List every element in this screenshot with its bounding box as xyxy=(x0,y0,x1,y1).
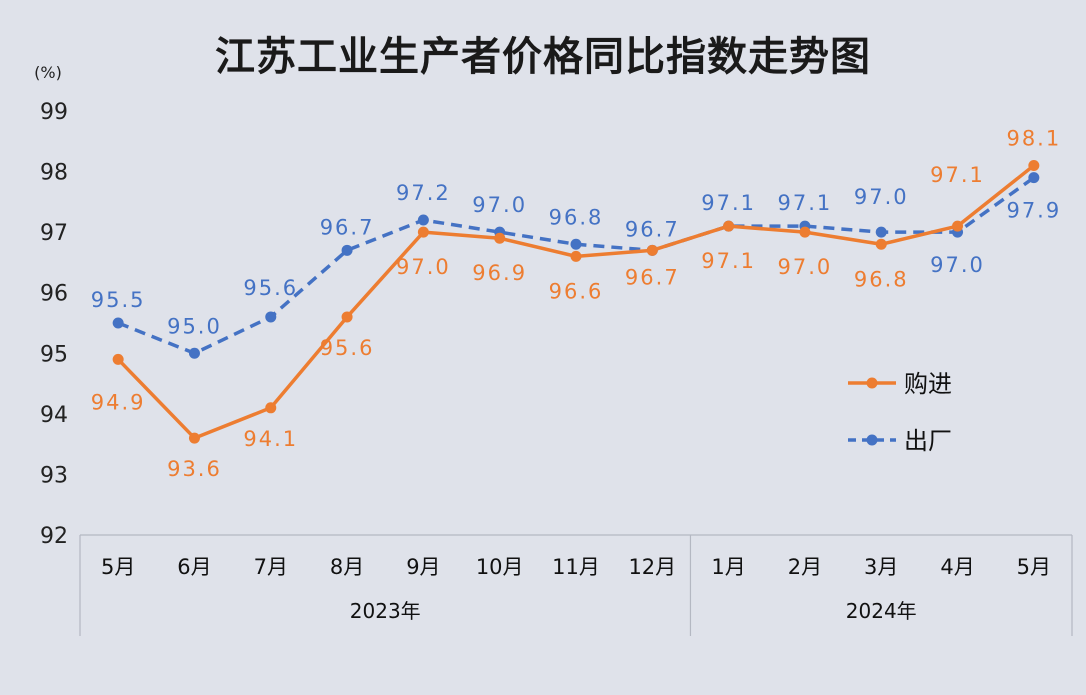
y-tick-label: 92 xyxy=(40,524,68,549)
data-label-s0-7: 96.7 xyxy=(625,265,680,289)
y-tick-label: 94 xyxy=(40,403,68,428)
x-tick-label: 11月 xyxy=(552,555,600,579)
data-point-s0-5 xyxy=(494,232,506,244)
y-unit-label: (%) xyxy=(34,63,62,82)
data-point-s1-10 xyxy=(875,226,887,238)
legend-label-1: 出厂 xyxy=(904,427,952,455)
data-label-s0-1: 93.6 xyxy=(167,457,222,481)
data-label-s1-7: 96.7 xyxy=(625,217,680,241)
data-label-s0-10: 96.8 xyxy=(854,267,909,291)
data-point-s1-3 xyxy=(341,244,353,256)
y-tick-label: 98 xyxy=(40,161,68,186)
x-tick-label: 5月 xyxy=(101,555,135,579)
year-group-label: 2023年 xyxy=(350,599,421,623)
data-point-s1-1 xyxy=(188,347,200,359)
chart-title: 江苏工业生产者价格同比指数走势图 xyxy=(215,34,871,80)
data-point-s1-6 xyxy=(570,238,582,250)
data-label-s1-3: 96.7 xyxy=(320,215,375,239)
data-point-s0-4 xyxy=(417,226,429,238)
x-tick-label: 3月 xyxy=(864,555,898,579)
data-label-s1-4: 97.2 xyxy=(396,181,451,205)
legend-marker-0 xyxy=(866,377,878,389)
data-point-s0-11 xyxy=(952,220,964,232)
data-label-s0-12: 98.1 xyxy=(1006,127,1061,151)
data-label-s1-8: 97.1 xyxy=(701,191,756,215)
x-tick-label: 1月 xyxy=(711,555,745,579)
data-label-s0-11: 97.1 xyxy=(930,163,985,187)
y-tick-label: 97 xyxy=(40,221,68,246)
year-group-label: 2024年 xyxy=(846,599,917,623)
data-point-s0-10 xyxy=(875,238,887,250)
data-label-s0-3: 95.6 xyxy=(320,336,375,360)
x-tick-label: 6月 xyxy=(177,555,211,579)
data-point-s0-8 xyxy=(723,220,735,232)
y-tick-label: 99 xyxy=(40,100,68,125)
y-tick-label: 93 xyxy=(40,463,68,488)
data-point-s0-2 xyxy=(265,402,277,414)
x-tick-label: 10月 xyxy=(476,555,524,579)
data-point-s1-12 xyxy=(1028,172,1040,184)
x-tick-label: 2月 xyxy=(788,555,822,579)
data-point-s0-9 xyxy=(799,226,811,238)
data-point-s1-0 xyxy=(112,317,124,329)
data-label-s0-8: 97.1 xyxy=(701,249,756,273)
y-tick-label: 95 xyxy=(40,342,68,367)
data-label-s1-2: 95.6 xyxy=(243,276,298,300)
data-label-s1-5: 97.0 xyxy=(472,193,527,217)
data-point-s1-4 xyxy=(417,214,429,226)
data-label-s0-6: 96.6 xyxy=(549,279,604,303)
x-tick-label: 9月 xyxy=(406,555,440,579)
x-tick-label: 5月 xyxy=(1017,555,1051,579)
data-label-s0-5: 96.9 xyxy=(472,261,527,285)
data-label-s1-9: 97.1 xyxy=(778,191,833,215)
x-tick-label: 4月 xyxy=(940,555,974,579)
data-point-s1-2 xyxy=(265,311,277,323)
data-point-s0-6 xyxy=(570,250,582,262)
data-point-s0-3 xyxy=(341,311,353,323)
legend-marker-1 xyxy=(866,434,878,446)
data-point-s0-7 xyxy=(646,244,658,256)
data-label-s1-10: 97.0 xyxy=(854,185,909,209)
legend-label-0: 购进 xyxy=(904,370,952,398)
data-point-s0-12 xyxy=(1028,160,1040,172)
y-tick-label: 96 xyxy=(40,282,68,307)
data-label-s1-11: 97.0 xyxy=(930,253,985,277)
data-label-s0-2: 94.1 xyxy=(243,427,298,451)
x-tick-label: 12月 xyxy=(628,555,676,579)
data-point-s0-0 xyxy=(112,353,124,365)
data-label-s0-0: 94.9 xyxy=(91,390,146,414)
data-label-s1-12: 97.9 xyxy=(1006,199,1061,223)
data-label-s0-9: 97.0 xyxy=(778,255,833,279)
data-label-s0-4: 97.0 xyxy=(396,255,451,279)
x-tick-label: 8月 xyxy=(330,555,364,579)
data-label-s1-1: 95.0 xyxy=(167,314,222,338)
x-tick-label: 7月 xyxy=(254,555,288,579)
data-label-s1-6: 96.8 xyxy=(549,205,604,229)
data-label-s1-0: 95.5 xyxy=(91,288,146,312)
data-point-s0-1 xyxy=(188,432,200,444)
